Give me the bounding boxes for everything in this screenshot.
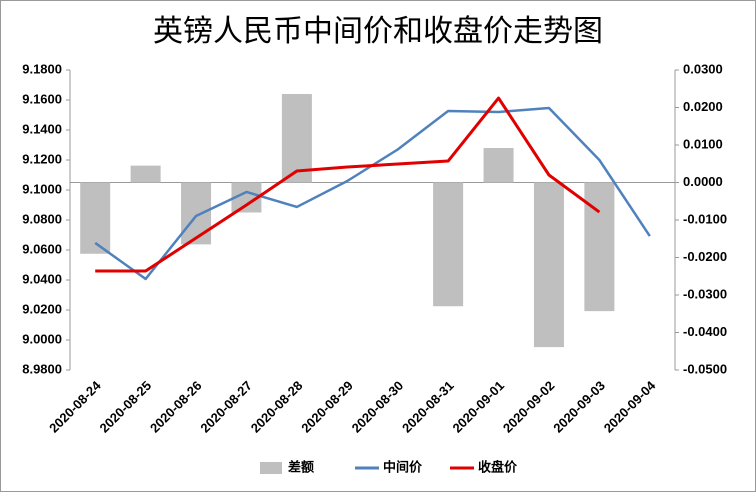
y-tick-label: 8.9800	[22, 361, 62, 376]
bar	[533, 182, 564, 348]
y2-tick-label: 0.0200	[683, 99, 723, 114]
bar	[281, 94, 312, 183]
y-tick-label: 9.1600	[22, 91, 62, 106]
y-tick-label: 9.1800	[22, 61, 62, 76]
bar	[181, 182, 212, 245]
y2-tick-label: -0.0100	[683, 211, 727, 226]
legend-swatch	[260, 462, 282, 474]
y2-tick-label: -0.0400	[683, 324, 727, 339]
y-tick-label: 9.1400	[22, 121, 62, 136]
y-tick-label: 9.0200	[22, 301, 62, 316]
line	[95, 96, 601, 273]
y-tick-label: 9.0000	[22, 331, 62, 346]
bar	[80, 182, 111, 254]
bar	[130, 165, 161, 183]
legend-label: 差额	[288, 459, 314, 474]
y-tick-label: 9.0600	[22, 241, 62, 256]
y2-tick-label: -0.0300	[683, 286, 727, 301]
y2-tick-label: 0.0300	[683, 61, 723, 76]
y-tick-label: 9.1000	[22, 181, 62, 196]
legend-label: 收盘价	[478, 459, 518, 474]
bar	[483, 148, 514, 183]
y-tick-label: 9.0800	[22, 211, 62, 226]
bar	[584, 182, 615, 312]
y2-tick-label: 0.0000	[683, 174, 723, 189]
y2-tick-label: -0.0500	[683, 361, 727, 376]
y-tick-label: 9.0400	[22, 271, 62, 286]
bar	[433, 182, 464, 307]
legend-label: 中间价	[383, 459, 423, 474]
chart-title: 英镑人民币中间价和收盘价走势图	[153, 15, 603, 48]
y2-tick-label: 0.0100	[683, 136, 723, 151]
y-tick-label: 9.1200	[22, 151, 62, 166]
y2-tick-label: -0.0200	[683, 249, 727, 264]
